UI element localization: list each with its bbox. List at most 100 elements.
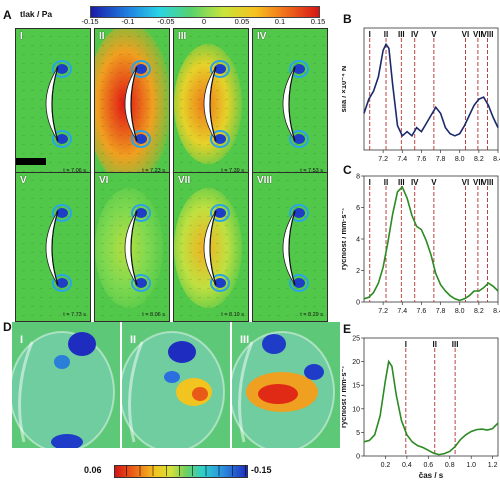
tile-time-label: t = 7.53 s (300, 168, 323, 174)
y-tick-label: 8 (356, 174, 360, 181)
x-tick-label: 7.2 (378, 156, 388, 163)
x-tick-label: 8.2 (474, 308, 484, 315)
plot-frame (363, 27, 499, 151)
pressure-tick: 0.15 (310, 17, 326, 26)
x-tick-label: 8.0 (455, 308, 465, 315)
d-tile-roman-label: II (130, 334, 137, 346)
tile-time-label: t = 8.06 s (142, 312, 165, 318)
pressure-field (253, 173, 327, 321)
x-tick-label: 7.8 (436, 308, 446, 315)
y-tick-label: 25 (352, 336, 360, 343)
event-marker-label: VI (462, 30, 470, 39)
pressure-tick: -0.15 (81, 17, 99, 26)
pressure-field (174, 173, 248, 321)
y-axis-label: rychlost / mm·s⁻¹ (342, 208, 348, 270)
y-tick-label: 6 (356, 205, 360, 212)
plot-frame (363, 337, 499, 457)
pressure-tile: II t = 7.23 s (94, 28, 170, 178)
y-tick-label: 15 (352, 383, 360, 390)
y-tick-label: 4 (356, 237, 360, 244)
x-tick-label: 8.2 (474, 156, 484, 163)
x-tick-label: 8.4 (493, 308, 500, 315)
pressure-field (16, 29, 90, 177)
chart-e: I II III 0.2 0.4 0.6 0.8 1.0 1.2 0 5 10 15 20 25 rychlo… (339, 328, 500, 486)
event-marker-label: I (405, 340, 407, 349)
tile-time-label: t = 7.23 s (142, 168, 165, 174)
x-tick-label: 0.4 (402, 462, 412, 469)
x-tick-label: 0.6 (423, 462, 433, 469)
event-marker-label: VIII (481, 30, 493, 39)
x-tick-label: 7.2 (378, 308, 388, 315)
x-tick-label: 7.8 (436, 156, 446, 163)
chart-b-svg: IIIIIIIVVVIVIIVIII7.27.47.67.88.08.28.4s… (339, 27, 500, 163)
pressure-field (95, 29, 169, 177)
event-marker-label: I (369, 30, 371, 39)
scale-bar (16, 158, 46, 165)
x-tick-label: 1.0 (466, 462, 476, 469)
pressure-tile: IV t = 7.53 s (252, 28, 328, 178)
chart-b: IIIIIIIVVVIVIIVIII7.27.47.67.88.08.28.4s… (339, 24, 500, 164)
event-marker-label: VI (462, 178, 470, 187)
event-marker-label: I (369, 178, 371, 187)
x-tick-label: 1.2 (488, 462, 498, 469)
y-tick-label: 10 (352, 406, 360, 413)
chart-c-svg: IIIIIIIVVVIVIIVIII7.27.47.67.88.08.28.40… (339, 174, 500, 316)
pressure-field (16, 173, 90, 321)
event-marker-label: II (384, 178, 388, 187)
event-marker-label: V (431, 178, 437, 187)
tile-roman-label: VII (178, 175, 191, 186)
vorticity-field (232, 322, 340, 448)
tile-time-label: t = 7.73 s (63, 312, 86, 318)
panel-letter-d: D (3, 320, 12, 334)
event-marker-label: VII (473, 178, 483, 187)
series-line (363, 359, 499, 456)
x-tick-label: 7.4 (397, 308, 407, 315)
series-line (363, 42, 499, 138)
d-bar-min-label: 0.06 (84, 465, 102, 475)
event-marker-label: III (398, 178, 405, 187)
d-tile-roman-label: I (20, 334, 24, 346)
event-marker-label: IV (411, 178, 419, 187)
x-tick-label: 8.4 (493, 156, 500, 163)
pressure-field (174, 29, 248, 177)
pressure-tick: 0 (201, 17, 207, 26)
pressure-tile: VI t = 8.06 s (94, 172, 170, 322)
x-tick-label: 8.0 (455, 156, 465, 163)
x-tick-label: 7.6 (417, 156, 427, 163)
y-tick-label: 0 (356, 300, 360, 307)
vorticity-tile: I (12, 322, 120, 448)
pressure-field (95, 173, 169, 321)
tile-time-label: t = 8.29 s (300, 312, 323, 318)
vorticity-tile: III (232, 322, 340, 448)
pressure-tile: VII t = 8.19 s (173, 172, 249, 322)
tile-roman-label: I (20, 31, 23, 42)
tile-roman-label: VI (99, 175, 109, 186)
event-marker-label: II (384, 30, 388, 39)
pressure-tick: 0.1 (274, 17, 286, 26)
tile-time-label: t = 8.19 s (221, 312, 244, 318)
pressure-tick: -0.05 (157, 17, 175, 26)
pressure-tile: VIII t = 8.29 s (252, 172, 328, 322)
pressure-tick: 0.05 (234, 17, 250, 26)
vorticity-tile: II (122, 322, 230, 448)
pressure-tick: -0.1 (121, 17, 135, 26)
d-colorbar-ticks (114, 465, 246, 476)
vorticity-field (122, 322, 230, 448)
y-tick-label: 2 (356, 268, 360, 275)
tile-roman-label: III (178, 31, 187, 42)
event-marker-label: VII (473, 30, 483, 39)
vorticity-field (12, 322, 120, 448)
tile-roman-label: II (99, 31, 105, 42)
event-marker-label: IV (411, 30, 419, 39)
pressure-bar-label: tlak / Pa (20, 9, 53, 19)
x-tick-label: 0.8 (445, 462, 455, 469)
panel-letter-c: C (343, 163, 352, 177)
pressure-tile: III t = 7.39 s (173, 28, 249, 178)
x-axis-label: čas / s (419, 471, 444, 480)
y-tick-label: 0 (356, 454, 360, 461)
tile-time-label: t = 7.39 s (221, 168, 244, 174)
pressure-bar-ticks: -0.15 -0.1 -0.05 0 0.05 0.1 0.15 (81, 17, 325, 27)
x-tick-label: 7.4 (397, 156, 407, 163)
pressure-colorbar (90, 6, 320, 18)
